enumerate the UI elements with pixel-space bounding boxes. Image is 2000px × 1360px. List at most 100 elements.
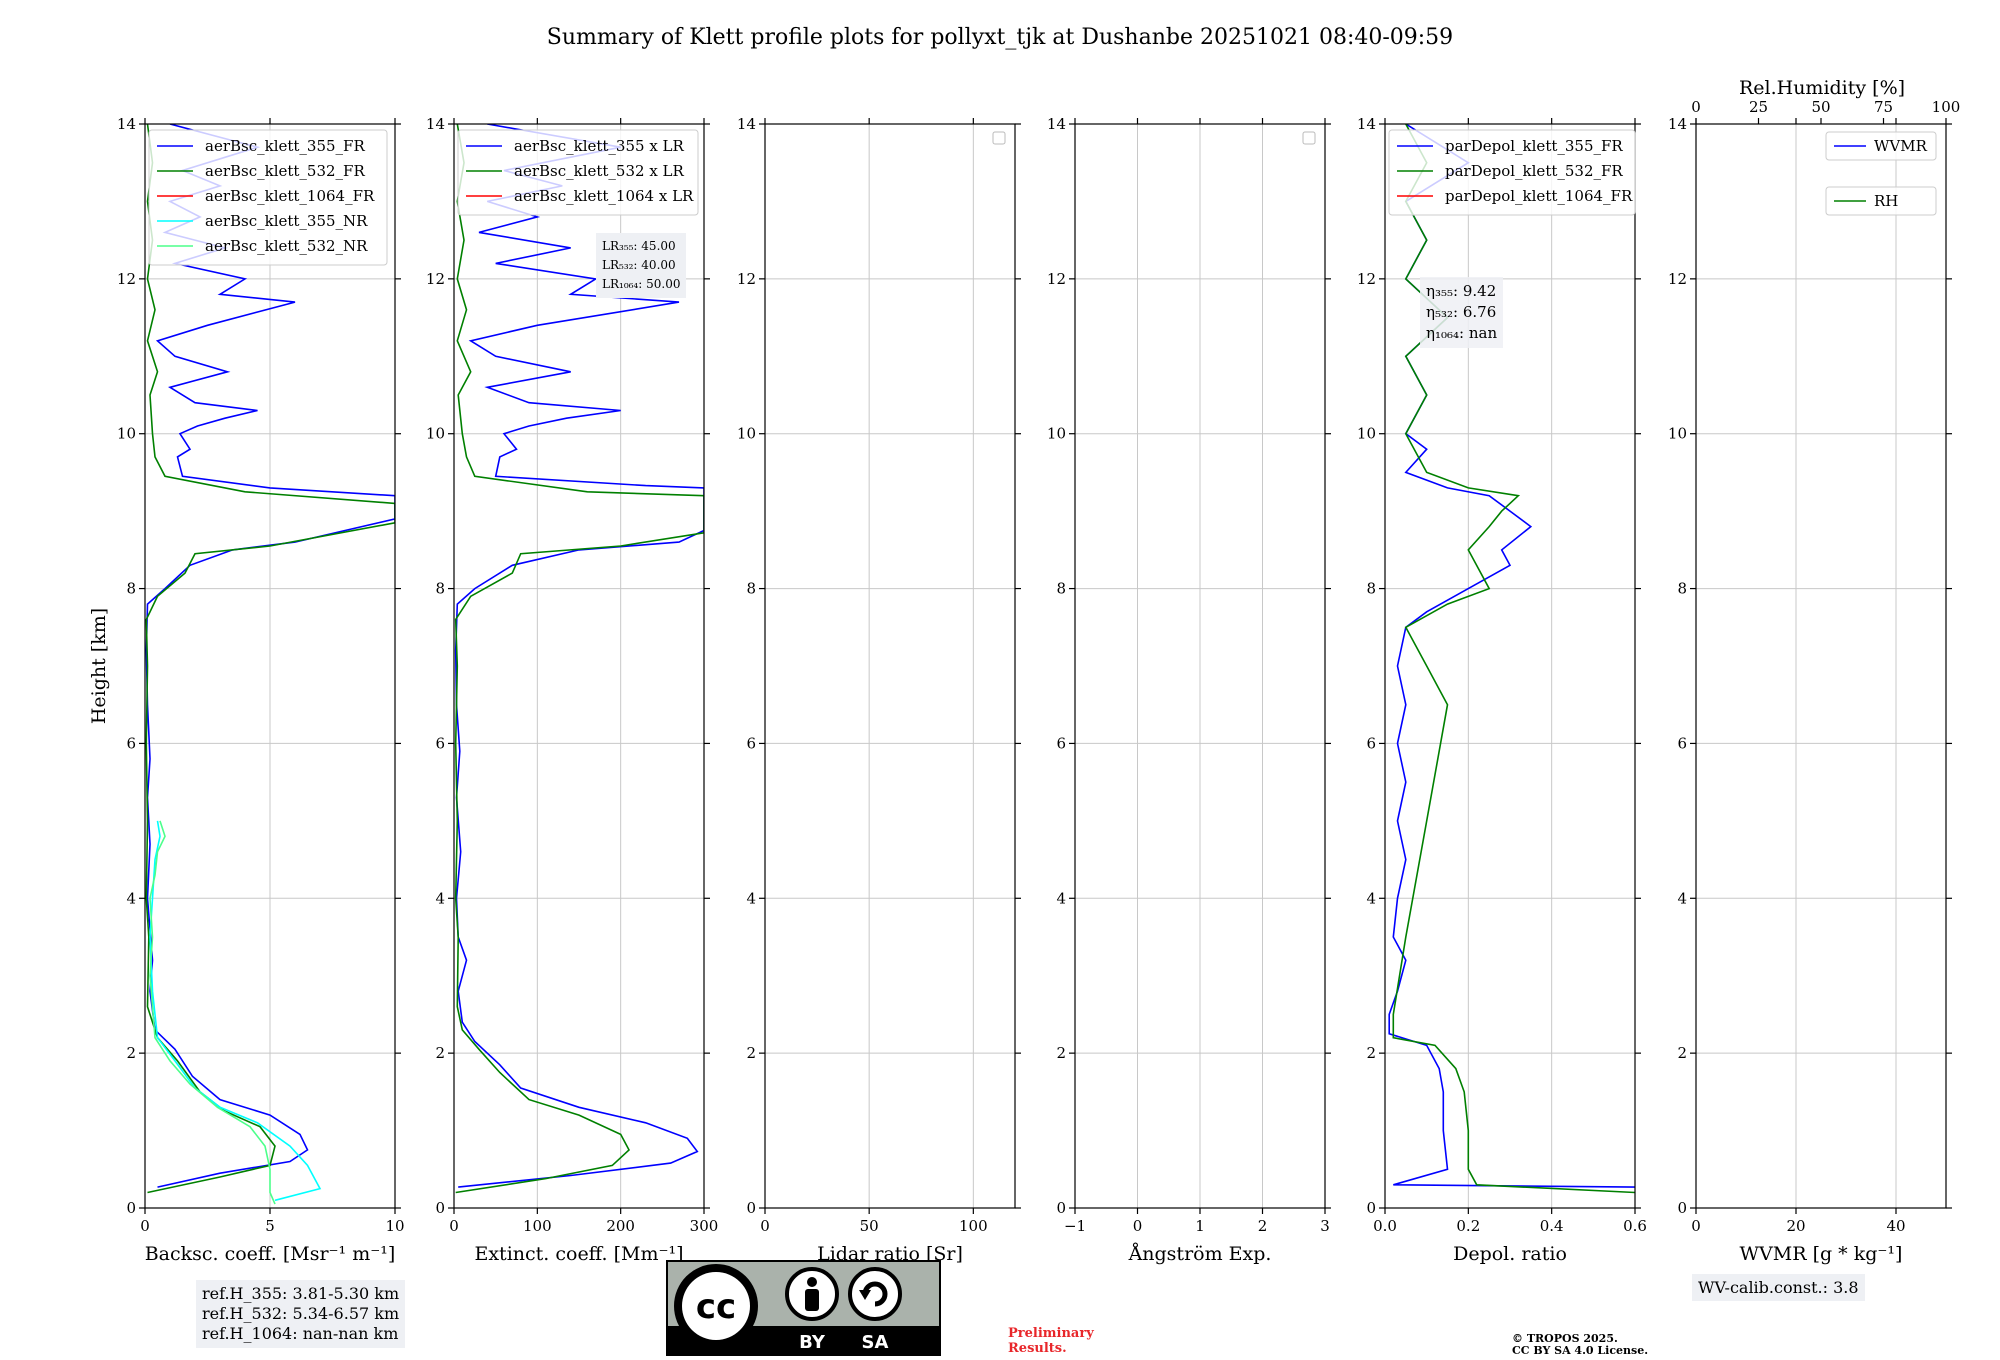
legend-label: aerBsc_klett_532_FR [205, 162, 365, 180]
y-tick-label: 2 [746, 1044, 756, 1062]
by-person-icon [785, 1267, 839, 1321]
legend-frame [1825, 131, 1937, 161]
top-x-tick-label: 0 [1691, 98, 1701, 116]
x-tick-label: 300 [690, 1217, 719, 1235]
x-tick-label: 100 [523, 1217, 552, 1235]
y-tick-label: 2 [1056, 1044, 1066, 1062]
series-group [454, 124, 704, 1194]
series-line-aerBsc_klett_532_NR [149, 820, 276, 1205]
cc-badge-graphic: cc BY SA [668, 1264, 939, 1354]
y-tick-label: 10 [1047, 425, 1066, 443]
y-tick-label: 10 [737, 425, 756, 443]
y-tick-label: 14 [426, 115, 445, 133]
y-tick-label: 0 [435, 1199, 445, 1217]
x-axis-label: Depol. ratio [1453, 1243, 1567, 1265]
x-axis-label: Extinct. coeff. [Mm⁻¹] [474, 1243, 683, 1265]
empty-legend-box [1302, 131, 1316, 145]
y-tick-label: 2 [126, 1044, 136, 1062]
x-tick-label: −1 [1064, 1217, 1086, 1235]
sa-share-icon [848, 1267, 902, 1321]
copyright-line-2: CC BY SA 4.0 License. [1512, 1344, 1649, 1357]
x-axis-label: Lidar ratio [Sr] [817, 1243, 963, 1265]
lr-355: LR₃₅₅: 45.00 [602, 239, 676, 253]
series-line-aerBsc_klett_355 x LR [454, 124, 704, 1188]
x-tick-label: 3 [1320, 1217, 1330, 1235]
axes-frame [1695, 123, 1947, 1209]
x-tick-label: 40 [1886, 1217, 1905, 1235]
y-tick-label: 0 [126, 1199, 136, 1217]
y-tick-label: 14 [737, 115, 756, 133]
y-tick-label: 6 [1366, 734, 1376, 752]
x-tick-label: 0.4 [1540, 1217, 1564, 1235]
y-tick-label: 0 [1366, 1199, 1376, 1217]
reference-heights: ref.H_355: 3.81-5.30 km ref.H_532: 5.34-… [196, 1280, 406, 1348]
x-tick-label: 0 [1133, 1217, 1143, 1235]
y-tick-label: 12 [117, 270, 136, 288]
x-tick-label: 10 [385, 1217, 404, 1235]
preliminary-line-2: Results. [1008, 1341, 1067, 1356]
x-tick-label: 100 [959, 1217, 988, 1235]
series-line-aerBsc_klett_532 x LR [454, 124, 704, 1194]
y-tick-label: 6 [126, 734, 136, 752]
y-tick-label: 2 [1366, 1044, 1376, 1062]
ref-height-355: ref.H_355: 3.81-5.30 km [202, 1284, 400, 1303]
legend-label: aerBsc_klett_355_NR [205, 212, 368, 230]
x-tick-label: 50 [860, 1217, 879, 1235]
y-tick-label: 10 [1357, 425, 1376, 443]
y-tick-label: 0 [1056, 1199, 1066, 1217]
legend-label: aerBsc_klett_1064_FR [205, 187, 375, 205]
y-tick-label: 12 [737, 270, 756, 288]
cc-license-badge: cc BY SA [666, 1260, 941, 1356]
x-tick-label: 0 [140, 1217, 150, 1235]
cc-badge-cc: cc [696, 1287, 736, 1327]
y-tick-label: 6 [435, 734, 445, 752]
x-axis-label: Backsc. coeff. [Msr⁻¹ m⁻¹] [145, 1243, 396, 1265]
x-tick-label: 0.6 [1623, 1217, 1647, 1235]
x-axis-label: Ångström Exp. [1128, 1243, 1272, 1265]
legend-frame [1388, 129, 1636, 216]
lr-1064: LR₁₀₆₄: 50.00 [602, 277, 681, 291]
x-tick-label: 200 [606, 1217, 635, 1235]
axes-frame [1384, 123, 1636, 1209]
panel-backscatter: 0 2 4 6 8 10 12 14 0 5 10 Backsc. coeff. [Msr⁻¹ m⁻¹… [88, 115, 405, 1265]
series-line-aerBsc_klett_355_NR [149, 820, 322, 1202]
eta-532: η₅₃₂: 6.76 [1426, 303, 1497, 321]
y-tick-label: 4 [435, 889, 445, 907]
legend-label: parDepol_klett_1064_FR [1445, 187, 1633, 205]
legend-frame [1825, 186, 1937, 216]
x-tick-label: 5 [265, 1217, 275, 1235]
y-tick-label: 8 [435, 580, 445, 598]
x-tick-label: 20 [1786, 1217, 1805, 1235]
y-tick-label: 6 [746, 734, 756, 752]
top-x-tick-label: 25 [1749, 98, 1768, 116]
top-x-tick-label: 100 [1932, 98, 1961, 116]
y-tick-label: 8 [126, 580, 136, 598]
wv-calibration: WV-calib.const.: 3.8 [1692, 1274, 1865, 1301]
y-tick-label: 2 [1677, 1044, 1687, 1062]
x-tick-label: 1 [1195, 1217, 1205, 1235]
x-axis-label: WVMR [g * kg⁻¹] [1740, 1243, 1903, 1265]
x-tick-label: 0 [1691, 1217, 1701, 1235]
series-line-aerBsc_klett_355_FR [145, 124, 395, 1188]
preliminary-line-1: Preliminary [1008, 1326, 1094, 1341]
axes-frame [453, 123, 705, 1209]
eta-1064: η₁₀₆₄: nan [1426, 324, 1498, 342]
axes-frame [764, 123, 1016, 1209]
y-tick-label: 12 [1357, 270, 1376, 288]
legend-label: aerBsc_klett_355_FR [205, 137, 365, 155]
cc-badge-by: BY [799, 1332, 826, 1353]
legend-label: aerBsc_klett_532 x LR [514, 162, 685, 180]
top-x-tick-label: 50 [1811, 98, 1830, 116]
y-tick-label: 0 [1677, 1199, 1687, 1217]
y-tick-label: 4 [1366, 889, 1376, 907]
figure-title: Summary of Klett profile plots for polly… [547, 25, 1453, 50]
y-tick-label: 2 [435, 1044, 445, 1062]
preliminary-note: Preliminary Results. [1008, 1326, 1094, 1356]
y-tick-label: 8 [1366, 580, 1376, 598]
eta-355: η₃₅₅: 9.42 [1426, 282, 1497, 300]
ref-height-1064: ref.H_1064: nan-nan km [202, 1324, 399, 1343]
copyright-line-1: © TROPOS 2025. [1512, 1332, 1618, 1345]
panel-lidar_ratio: 0 2 4 6 8 10 12 14 0 50 100 Lidar ratio [Sr] [737, 115, 1021, 1265]
